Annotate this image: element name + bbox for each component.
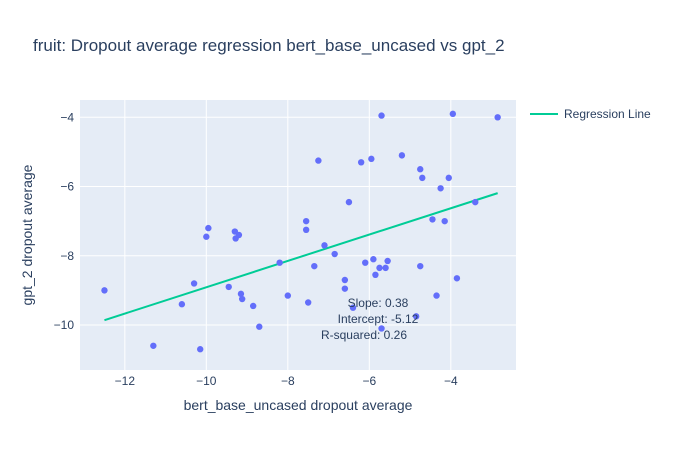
data-point[interactable]: [341, 285, 349, 292]
y-tick-labels: −10 −8 −6 −4: [54, 110, 75, 332]
data-point[interactable]: [445, 174, 452, 182]
data-point[interactable]: [384, 257, 391, 265]
data-point[interactable]: [238, 295, 246, 303]
data-point[interactable]: [302, 217, 310, 225]
intercept-annotation: Intercept: -5.12: [338, 312, 419, 326]
y-axis-title: gpt_2 dropout average: [19, 164, 35, 305]
data-point[interactable]: [437, 185, 444, 192]
x-tick-label: −10: [196, 374, 217, 388]
data-point[interactable]: [331, 250, 338, 258]
data-point[interactable]: [368, 155, 375, 163]
data-point[interactable]: [203, 233, 210, 240]
data-point[interactable]: [178, 301, 186, 308]
data-point[interactable]: [433, 292, 440, 299]
slope-annotation: Slope: 0.38: [348, 296, 409, 310]
r-squared-annotation: R-squared: 0.26: [321, 328, 407, 342]
data-point[interactable]: [441, 217, 448, 225]
regression-line: [104, 192, 498, 322]
scatter-points: [101, 110, 501, 353]
data-point[interactable]: [472, 198, 479, 206]
data-point[interactable]: [378, 112, 385, 119]
data-point[interactable]: [284, 292, 292, 299]
x-tick-label: −6: [362, 374, 376, 388]
data-point[interactable]: [362, 259, 369, 266]
data-point[interactable]: [419, 174, 426, 182]
y-gridlines: [80, 116, 516, 326]
data-point[interactable]: [197, 346, 204, 353]
x-tick-label: −8: [281, 374, 295, 388]
data-point[interactable]: [150, 342, 157, 349]
data-point[interactable]: [304, 299, 312, 306]
data-point[interactable]: [225, 283, 232, 291]
data-point[interactable]: [237, 290, 245, 298]
data-point[interactable]: [249, 302, 257, 310]
y-tick-label: −8: [60, 249, 74, 263]
data-point[interactable]: [382, 264, 389, 272]
data-point[interactable]: [449, 110, 457, 118]
data-point[interactable]: [398, 152, 406, 159]
legend-label: Regression Line: [564, 107, 651, 121]
data-point[interactable]: [315, 157, 322, 164]
data-point[interactable]: [357, 159, 365, 166]
x-tick-label: −12: [115, 374, 136, 388]
x-tick-label: −4: [444, 374, 458, 388]
data-point[interactable]: [311, 262, 318, 270]
data-point[interactable]: [412, 313, 420, 320]
data-point[interactable]: [302, 226, 310, 234]
data-point[interactable]: [345, 198, 353, 206]
data-point[interactable]: [417, 166, 424, 173]
data-point[interactable]: [276, 259, 283, 266]
x-axis-title: bert_base_uncased dropout average: [184, 397, 413, 413]
y-tick-label: −10: [54, 318, 75, 332]
data-point[interactable]: [101, 287, 108, 294]
regression-line-path: [104, 192, 498, 322]
data-point[interactable]: [376, 264, 383, 272]
data-point[interactable]: [205, 224, 212, 232]
data-point[interactable]: [372, 271, 379, 279]
legend[interactable]: Regression Line: [530, 107, 651, 121]
data-point[interactable]: [429, 216, 436, 223]
y-tick-label: −4: [60, 110, 74, 124]
x-tick-labels: −12 −10 −8 −6 −4: [115, 374, 458, 388]
y-tick-label: −6: [60, 180, 74, 194]
chart-title: fruit: Dropout average regression bert_b…: [33, 36, 505, 55]
data-point[interactable]: [378, 325, 385, 332]
data-point[interactable]: [321, 242, 328, 249]
data-point[interactable]: [256, 323, 263, 330]
data-point[interactable]: [453, 275, 461, 282]
data-point[interactable]: [341, 276, 349, 284]
data-point[interactable]: [417, 262, 424, 270]
data-point[interactable]: [494, 114, 501, 121]
data-point[interactable]: [235, 231, 243, 239]
data-point[interactable]: [190, 280, 198, 287]
data-point[interactable]: [349, 304, 357, 311]
data-point[interactable]: [370, 256, 377, 263]
regression-annotation: Slope: 0.38 Intercept: -5.12 R-squared: …: [321, 296, 419, 342]
